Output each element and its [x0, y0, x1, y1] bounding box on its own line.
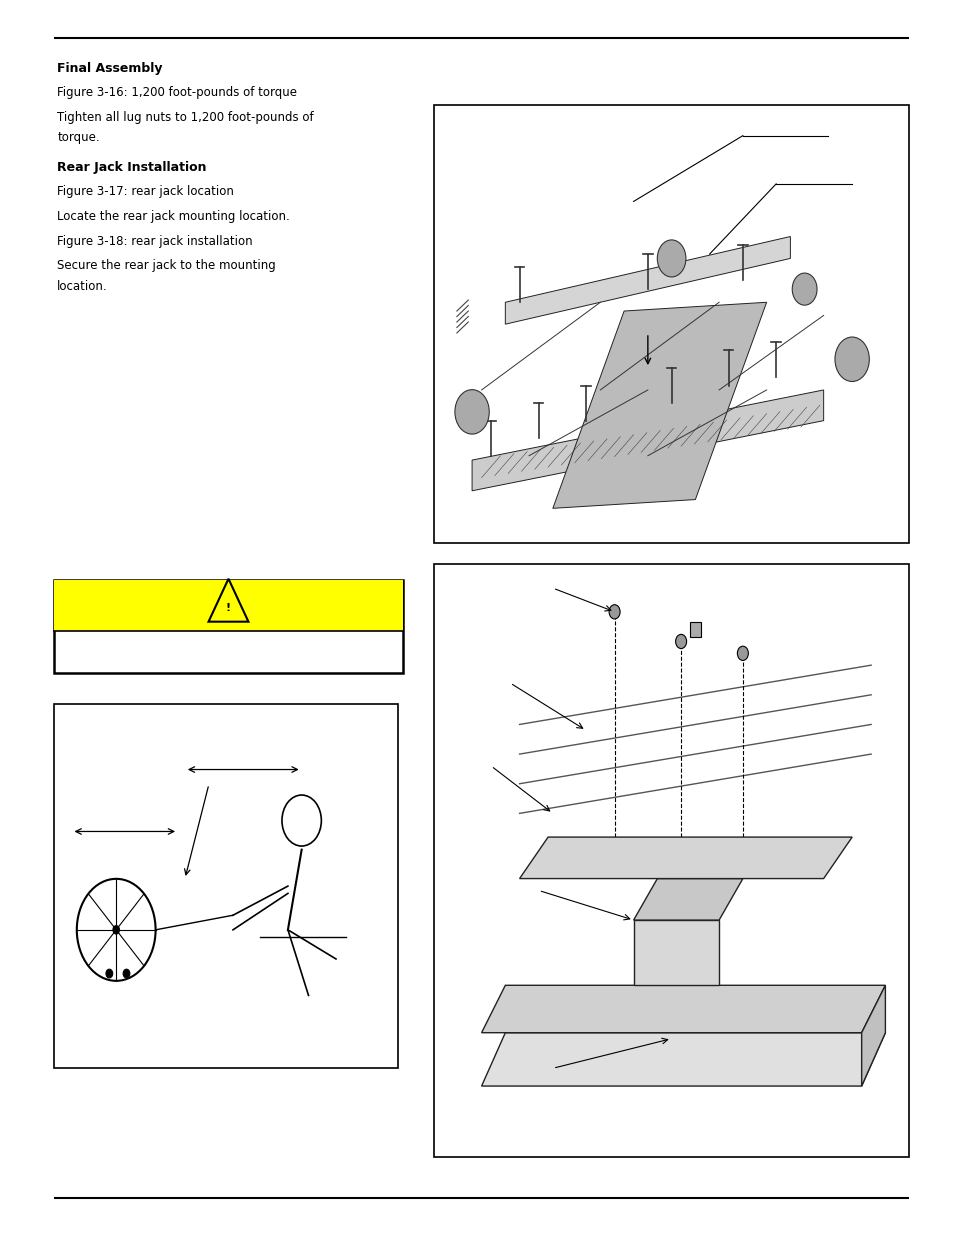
Circle shape	[657, 240, 685, 277]
Polygon shape	[553, 303, 766, 509]
Text: Figure 3-16: 1,200 foot-pounds of torque: Figure 3-16: 1,200 foot-pounds of torque	[57, 86, 297, 100]
Text: Final Assembly: Final Assembly	[57, 62, 163, 75]
Polygon shape	[505, 237, 789, 325]
Circle shape	[76, 879, 155, 981]
Circle shape	[282, 795, 321, 846]
Text: !: !	[226, 603, 231, 613]
Bar	[54, 580, 402, 631]
Circle shape	[834, 337, 868, 382]
Text: Figure 3-18: rear jack installation: Figure 3-18: rear jack installation	[57, 235, 253, 248]
Text: Secure the rear jack to the mounting: Secure the rear jack to the mounting	[57, 259, 275, 273]
Polygon shape	[633, 878, 742, 920]
Polygon shape	[472, 390, 822, 490]
Polygon shape	[633, 920, 719, 986]
Circle shape	[608, 605, 619, 619]
Polygon shape	[519, 837, 851, 878]
Circle shape	[112, 926, 119, 934]
Bar	[54, 704, 397, 1068]
Circle shape	[675, 635, 686, 648]
Polygon shape	[861, 986, 884, 1086]
Text: torque.: torque.	[57, 131, 100, 144]
Circle shape	[737, 646, 747, 661]
Bar	[434, 564, 908, 1157]
Bar	[54, 580, 402, 673]
Polygon shape	[481, 1032, 884, 1086]
Circle shape	[455, 389, 489, 433]
Text: Figure 3-17: rear jack location: Figure 3-17: rear jack location	[57, 185, 233, 199]
Text: Tighten all lug nuts to 1,200 foot-pounds of: Tighten all lug nuts to 1,200 foot-pound…	[57, 111, 314, 125]
Bar	[689, 622, 700, 637]
Text: location.: location.	[57, 280, 108, 294]
Circle shape	[123, 969, 130, 978]
Polygon shape	[209, 579, 248, 621]
Circle shape	[791, 273, 816, 305]
Circle shape	[106, 969, 112, 978]
Polygon shape	[481, 986, 884, 1032]
Text: Rear Jack Installation: Rear Jack Installation	[57, 161, 207, 174]
Bar	[434, 105, 908, 543]
Text: Locate the rear jack mounting location.: Locate the rear jack mounting location.	[57, 210, 290, 224]
